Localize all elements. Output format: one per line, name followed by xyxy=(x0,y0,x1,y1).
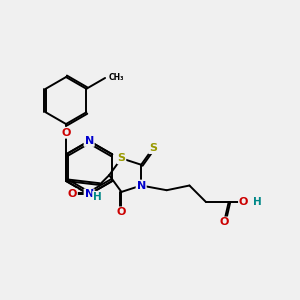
Text: H: H xyxy=(93,192,102,202)
Text: N: N xyxy=(85,189,94,200)
Text: N: N xyxy=(85,136,94,146)
Text: S: S xyxy=(117,153,125,163)
Text: O: O xyxy=(239,197,248,207)
Text: CH₃: CH₃ xyxy=(109,74,124,82)
Text: O: O xyxy=(61,128,71,138)
Text: O: O xyxy=(219,218,229,227)
Text: S: S xyxy=(149,143,157,153)
Text: N: N xyxy=(136,181,146,190)
Text: H: H xyxy=(254,197,262,207)
Text: O: O xyxy=(117,207,126,217)
Text: O: O xyxy=(68,189,77,200)
